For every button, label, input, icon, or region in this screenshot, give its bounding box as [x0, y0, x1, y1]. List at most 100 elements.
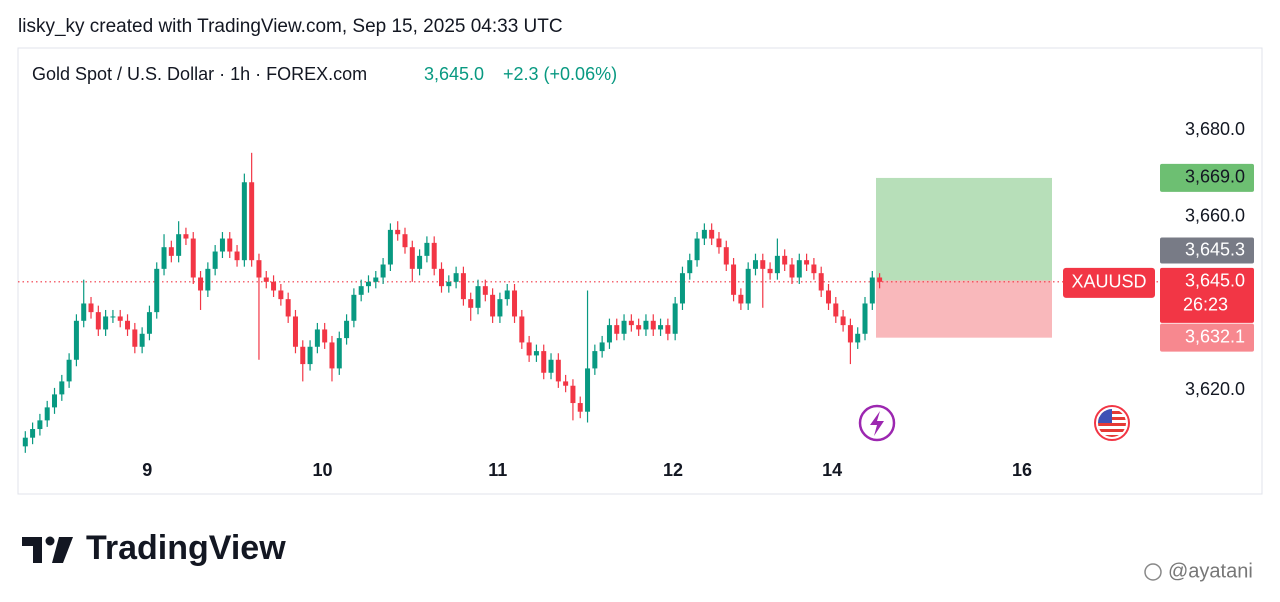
candle-body: [490, 294, 496, 317]
candle-body: [745, 268, 751, 304]
entry-badge-bg: [1160, 237, 1254, 264]
candle-body: [439, 268, 445, 287]
candle-body: [840, 316, 846, 326]
candle-body: [468, 299, 474, 308]
candle-body: [59, 381, 65, 395]
candle-body: [833, 303, 839, 317]
candle-body: [329, 342, 335, 369]
candle-body: [336, 338, 342, 369]
last-price-badge: 3,645.0: [1185, 271, 1245, 291]
candle-body: [563, 381, 569, 386]
candle-body: [665, 325, 671, 334]
candle-body: [446, 281, 452, 287]
candle-body: [701, 229, 707, 239]
candle-body: [132, 329, 138, 347]
candle-body: [796, 260, 802, 278]
candle-body: [862, 303, 868, 334]
candle-body: [585, 368, 591, 412]
candle-body: [475, 286, 481, 308]
candle-body: [621, 320, 627, 334]
candle-body: [227, 238, 233, 252]
candle-body: [723, 247, 729, 265]
candle-body: [599, 342, 605, 352]
candle-body: [103, 316, 109, 330]
candle-body: [526, 342, 532, 356]
candle-body: [570, 385, 576, 404]
target-badge: 3,669.0: [1185, 167, 1245, 187]
candle-body: [139, 333, 145, 347]
stop-badge-bg: [1160, 323, 1254, 352]
candle-body: [249, 182, 255, 261]
candle-body: [322, 329, 328, 343]
candle-body: [417, 255, 423, 269]
candle-body: [307, 346, 313, 365]
plot: 3,620.0 3,660.0 3,680.0 9 10 11 12 14 16: [18, 119, 1245, 480]
candle-body: [365, 281, 371, 287]
candle-body: [431, 242, 437, 269]
candle-body: [811, 264, 817, 274]
candle-body: [782, 255, 788, 265]
chart-title: Gold Spot / U.S. Dollar · 1h · FOREX.com: [32, 64, 367, 84]
candle-body: [658, 325, 664, 330]
candle-body: [22, 437, 28, 447]
candle-body: [66, 359, 72, 382]
last-price-badge-bg: [1160, 267, 1254, 323]
candle-body: [424, 242, 430, 256]
candle-body: [241, 182, 247, 261]
candle-body: [650, 320, 656, 330]
candle-body: [263, 277, 269, 282]
candle-body: [504, 290, 510, 300]
candle-body: [44, 407, 50, 421]
candle-body: [278, 290, 284, 300]
candle-body: [614, 325, 620, 334]
candle-body: [271, 281, 277, 291]
x-tick-label: 10: [312, 460, 332, 480]
candle-body: [636, 325, 642, 330]
candle-body: [789, 264, 795, 278]
candle-body: [716, 238, 722, 248]
event-icon: [858, 404, 896, 442]
candle-body: [212, 251, 218, 269]
entry-badge: 3,645.3: [1185, 239, 1245, 259]
symbol-tag-bg: [1063, 267, 1155, 298]
x-tick-label: 9: [142, 460, 152, 480]
target-badge-bg: [1160, 163, 1254, 192]
candle-body: [205, 268, 211, 291]
candle-body: [497, 299, 503, 317]
candle-body: [37, 420, 43, 430]
x-tick-label: 14: [822, 460, 842, 480]
candle-body: [709, 229, 715, 239]
candle-body: [292, 316, 298, 347]
candle-body: [804, 260, 810, 265]
candle-body: [606, 325, 612, 343]
candle-body: [847, 325, 853, 343]
candle-body: [687, 260, 693, 274]
candle-body: [519, 316, 525, 343]
header: lisky_ky created with TradingView.com, S…: [18, 16, 563, 37]
y-tick-label: 3,680.0: [1185, 119, 1245, 139]
candle-body: [877, 277, 883, 282]
candle-body: [774, 255, 780, 274]
candle-body: [731, 264, 737, 295]
flag-icon: [1094, 405, 1130, 441]
stop-badge: 3,632.1: [1185, 326, 1245, 346]
candle-body: [219, 238, 225, 252]
candle-body: [855, 333, 861, 343]
brand-logo: [22, 536, 73, 563]
brand: TradingView: [86, 529, 286, 567]
chart-frame: [17, 47, 1263, 495]
candle-body: [767, 268, 773, 274]
y-tick-label: 3,620.0: [1185, 379, 1245, 399]
candle-body: [373, 277, 379, 282]
candle-body: [460, 273, 466, 300]
candle-body: [387, 229, 393, 265]
symbol-tag: XAUUSD: [1071, 272, 1146, 292]
candle-body: [482, 286, 488, 295]
candle-body: [555, 359, 561, 382]
candle-body: [577, 403, 583, 412]
candle-body: [88, 303, 94, 313]
candle-body: [825, 290, 831, 304]
candle-body: [314, 329, 320, 347]
candle-body: [592, 351, 598, 369]
stop-zone: [876, 280, 1052, 338]
